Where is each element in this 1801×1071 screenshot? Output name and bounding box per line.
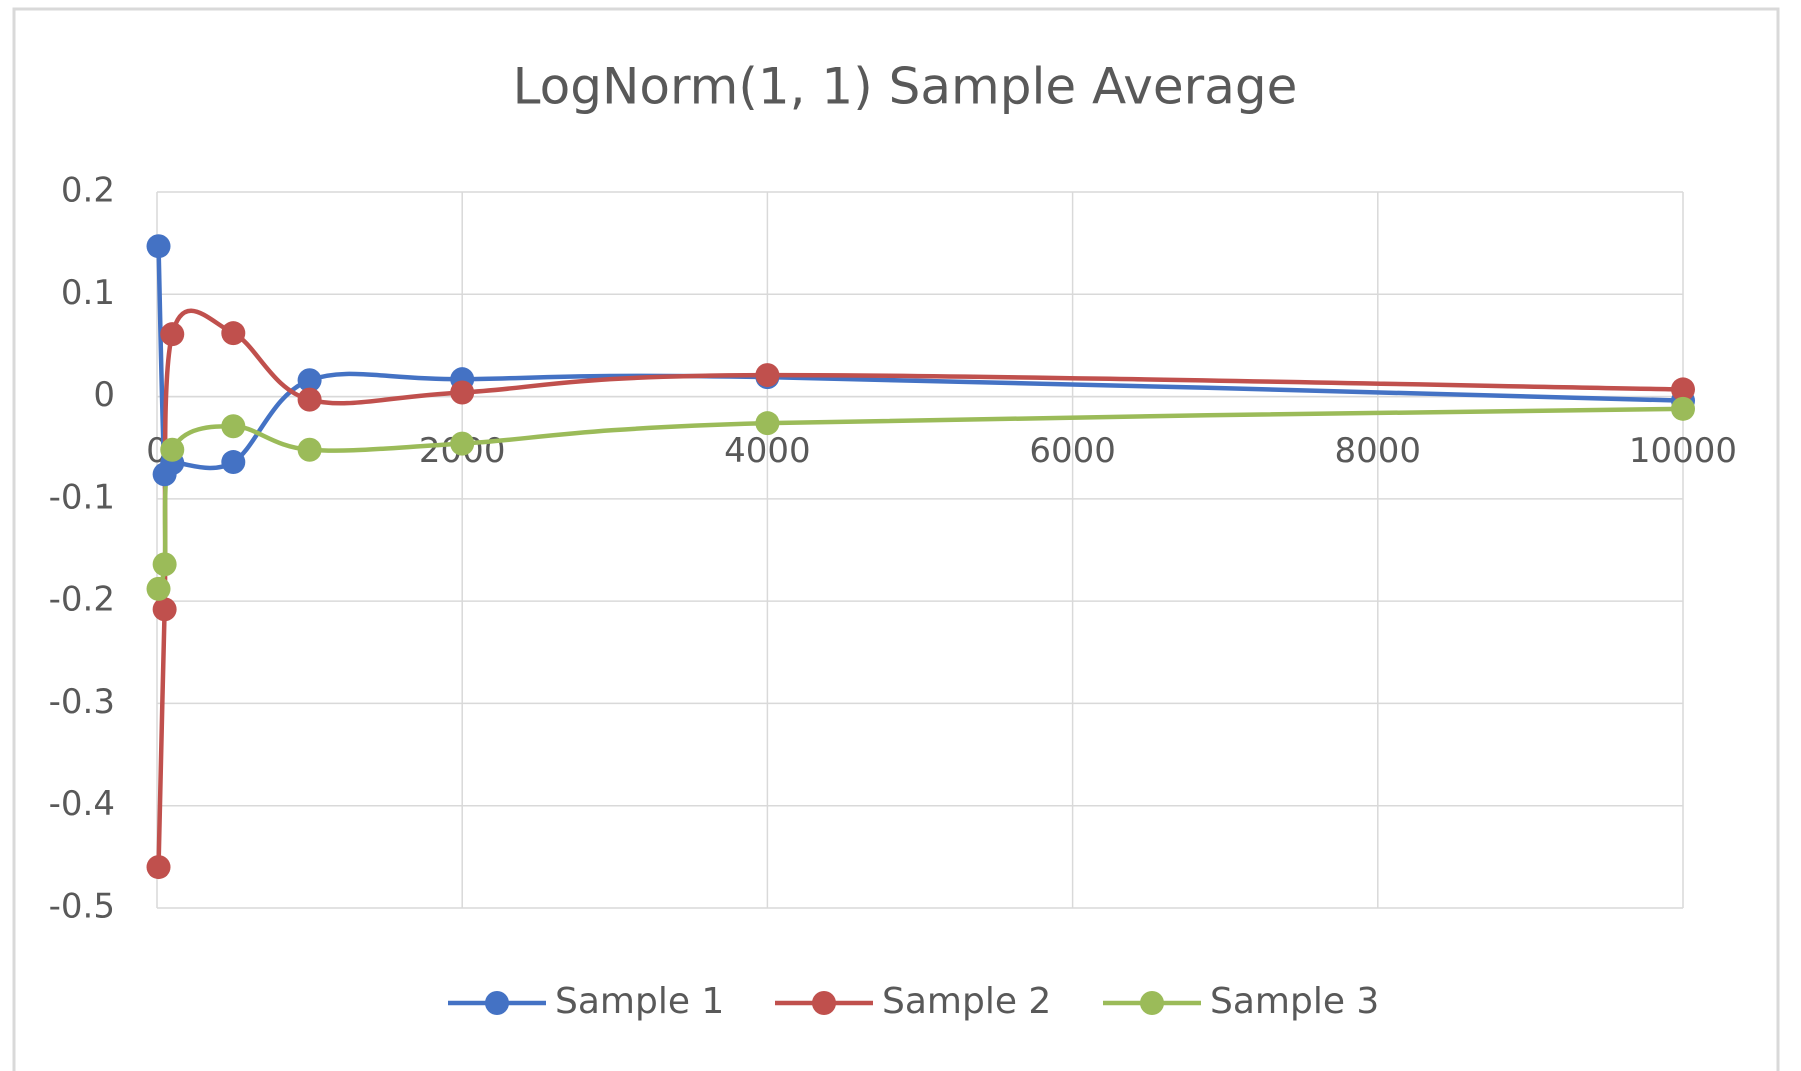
data-point [755,363,780,388]
y-tick-label: -0.5 [49,887,115,927]
x-tick-label: 10000 [1629,431,1737,471]
data-point [1671,377,1695,402]
y-tick-label: -0.4 [49,784,115,824]
y-tick-label: -0.3 [49,682,115,722]
y-tick-label: 0.1 [61,273,115,313]
data-point [152,552,177,577]
x-tick-label: 8000 [1335,431,1422,471]
data-point [297,387,322,412]
legend-label: Sample 3 [1210,981,1379,1022]
chart-border [12,7,1780,1071]
data-point [152,597,177,622]
legend-label: Sample 1 [555,981,724,1022]
data-point [146,576,171,601]
y-tick-label: -0.2 [49,580,115,620]
data-point [221,450,246,475]
x-tick-label: 6000 [1029,431,1116,471]
data-point [297,437,322,462]
data-point [221,321,246,346]
data-point [297,368,322,393]
data-point [146,234,171,259]
y-tick-label: 0 [93,375,115,415]
y-tick-label: -0.1 [49,477,115,517]
data-point [450,380,475,405]
data-point [160,322,185,347]
data-point [146,855,171,880]
chart-title: LogNorm(1, 1) Sample Average [513,58,1298,116]
legend-label: Sample 2 [882,981,1051,1022]
x-tick-label: 4000 [724,431,811,471]
data-point [160,437,185,462]
data-point [1671,396,1695,421]
y-tick-label: 0.2 [61,171,115,211]
legend-marker [1140,991,1164,1015]
legend-marker [812,991,836,1015]
data-point [755,411,780,436]
data-point [450,431,475,456]
data-point [221,414,246,439]
legend-marker [485,991,509,1015]
